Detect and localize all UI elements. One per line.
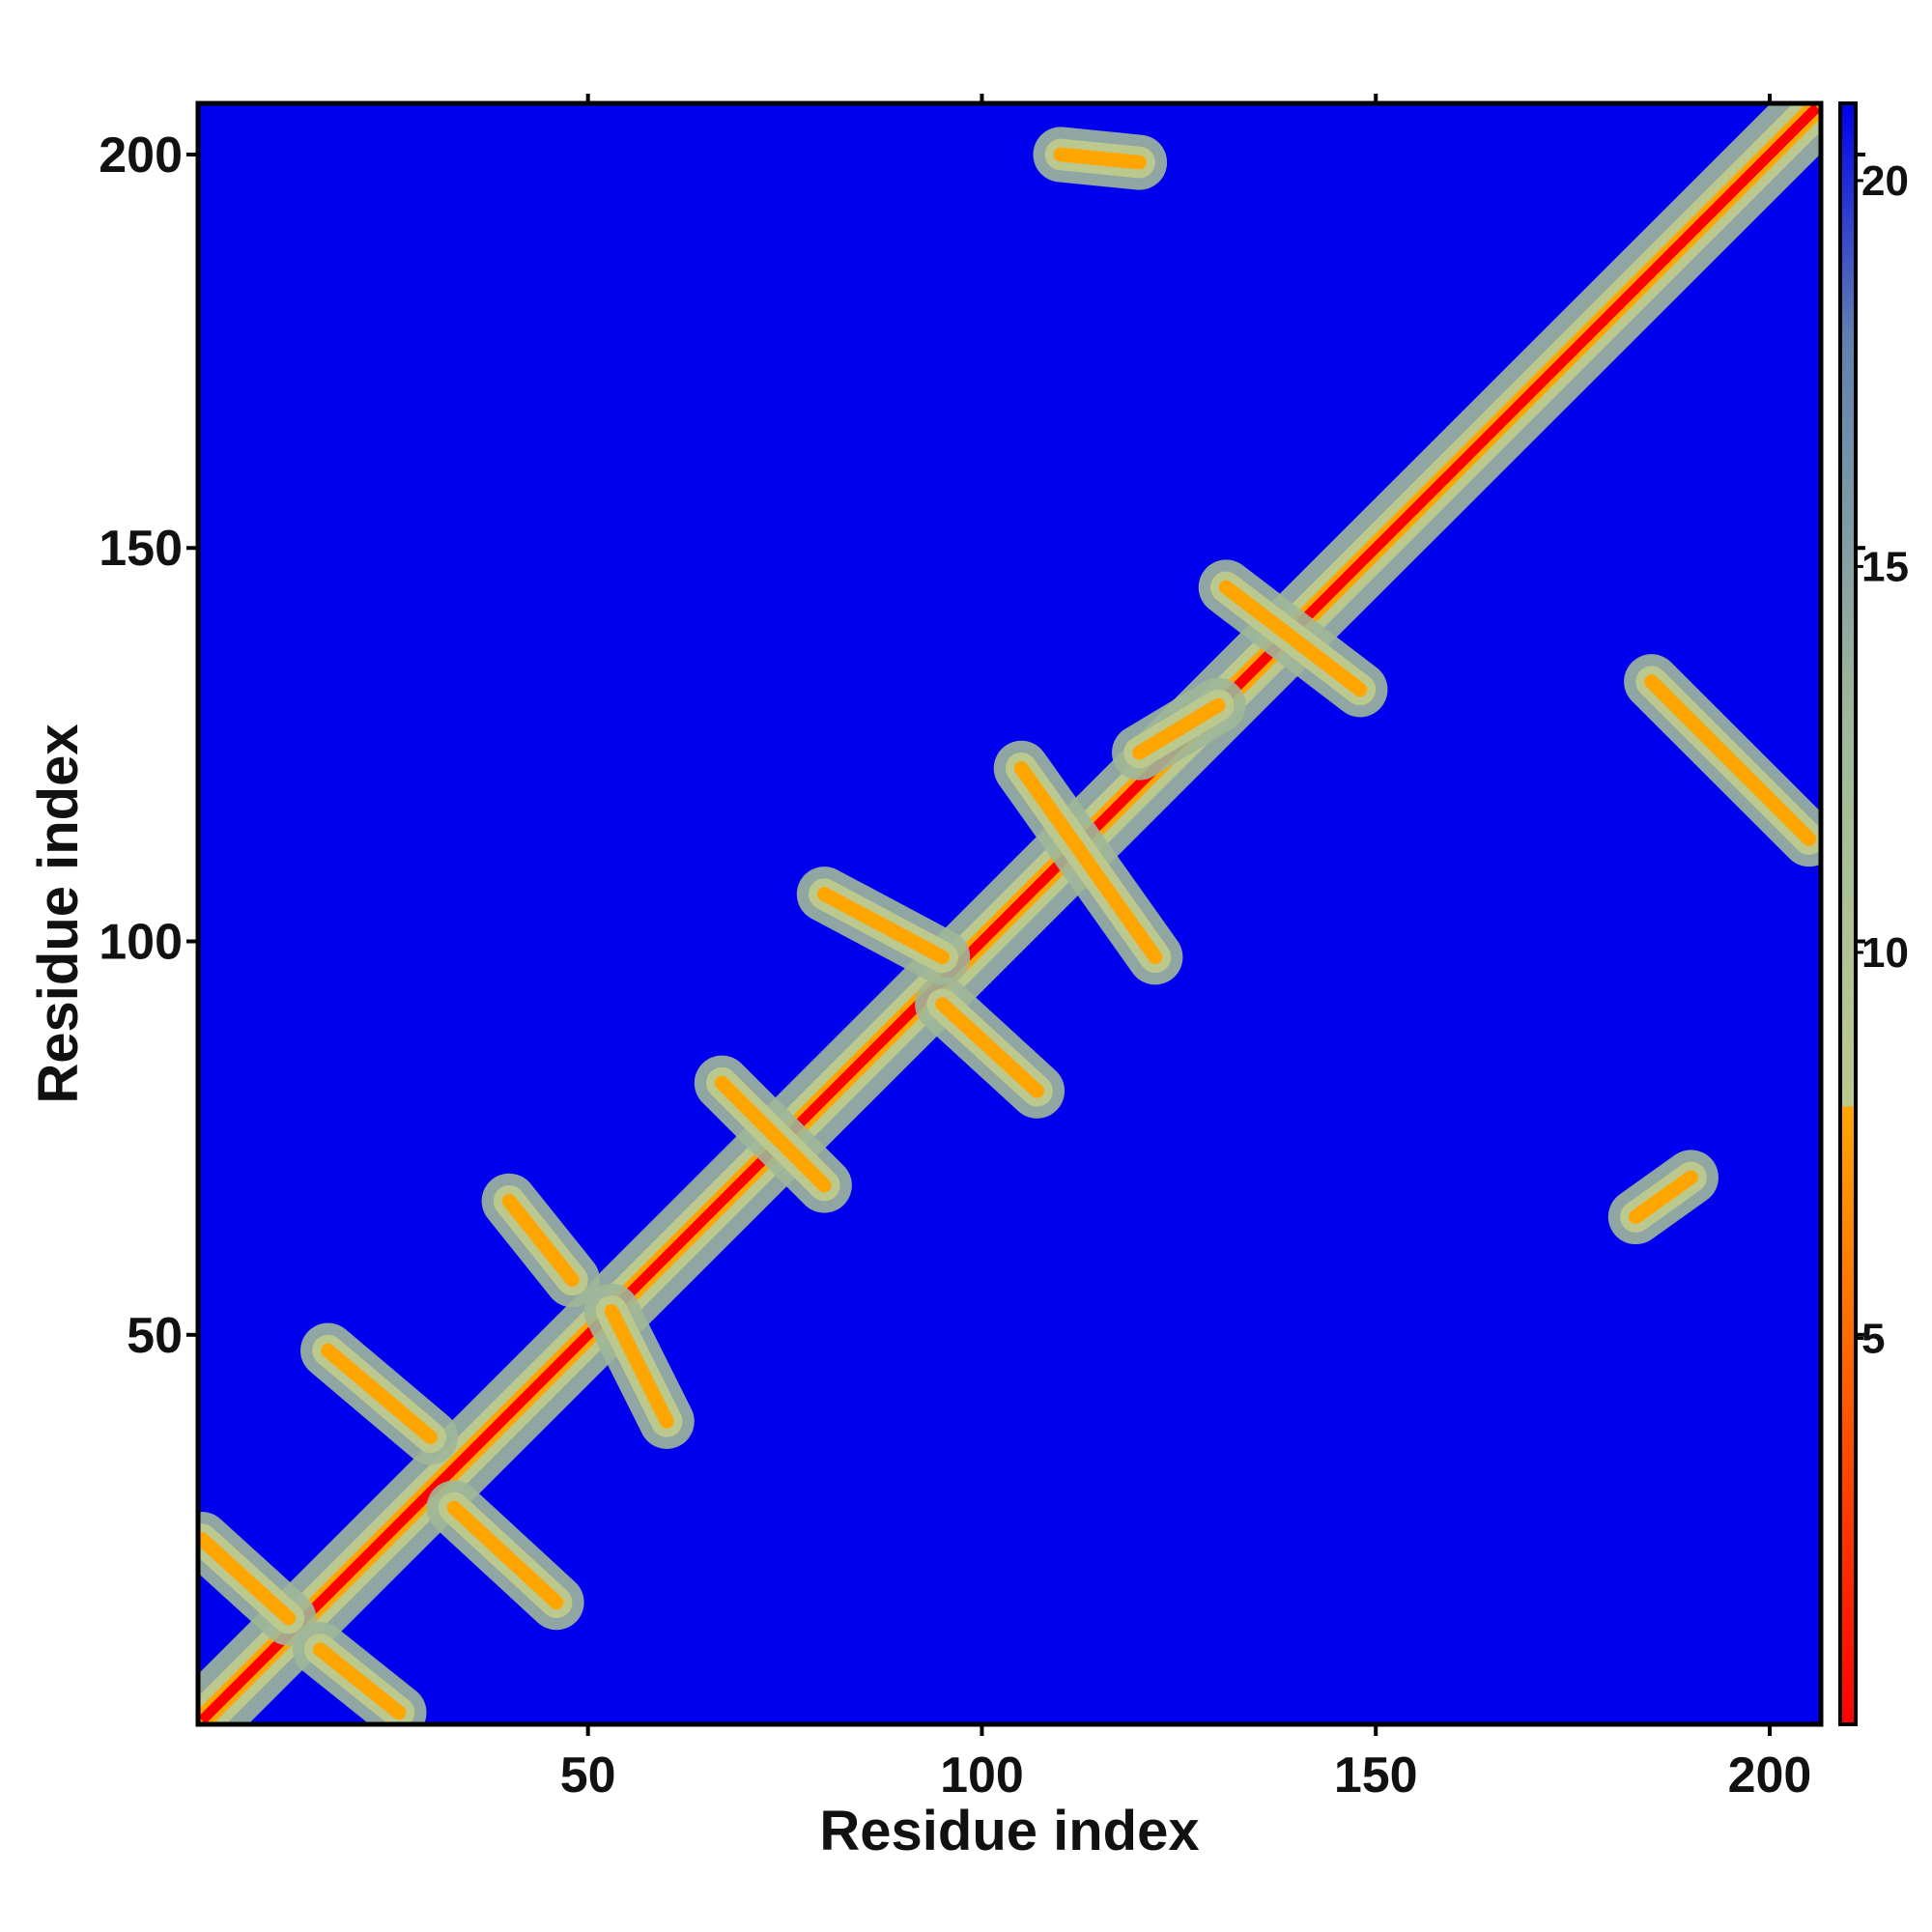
band-core [313,1642,407,1720]
contact-band [796,867,971,985]
band-diagonal-core [198,103,1821,1724]
plot-frame [195,100,1824,1727]
colorbar: 5 10 15 20 [1838,101,1909,1726]
contact-band [1112,677,1246,781]
contact-band [1033,127,1168,190]
x-tick-label: 150 [1334,1747,1418,1804]
y-axis-title: Residue index [27,724,90,1103]
band-core [1629,1170,1698,1224]
y-tick-label: 50 [127,1308,183,1364]
band-core [1132,697,1226,760]
x-tick-label: 100 [940,1747,1024,1804]
band-core [714,1075,832,1193]
colorbar-tick-label: 10 [1861,929,1909,977]
band-core [446,1500,564,1610]
x-axis-title: Residue index [819,1800,1199,1862]
colorbar-tick-label: 20 [1861,157,1909,205]
contact-band [300,1322,459,1465]
y-tick-label: 100 [99,915,183,971]
x-tick-label: 50 [560,1747,616,1804]
colorbar-tick-label: 5 [1861,1315,1885,1362]
contact-band [198,103,1821,1724]
axes-layer: 50 100 150 200 50 100 150 200 [99,94,1865,1804]
contact-band [694,1055,852,1213]
band-core [604,1304,674,1429]
band-core [1013,760,1163,965]
band-core [1218,580,1368,697]
band-core [1053,147,1147,170]
contact-band [1624,654,1821,867]
contact-band [1607,1150,1719,1245]
y-tick-label: 200 [99,128,183,184]
colorbar-gradient [1838,101,1858,1726]
band-core [321,1343,438,1445]
contact-band [1198,559,1388,718]
band-core [198,1532,297,1626]
contact-band [583,1283,695,1449]
contact-band [993,740,1183,985]
band-core [501,1193,580,1288]
contact-band [915,977,1065,1119]
colorbar-tick-label: 15 [1861,543,1909,590]
contact-band [292,1622,427,1724]
contact-band [198,1512,317,1646]
heatmap-layer [198,103,1821,1724]
band-core [935,997,1044,1098]
band-core [1644,674,1817,846]
y-tick-label: 150 [99,521,183,577]
contact-band [481,1173,600,1308]
x-tick-label: 200 [1728,1747,1812,1804]
band-core [817,887,951,965]
contact-band [426,1480,584,1631]
